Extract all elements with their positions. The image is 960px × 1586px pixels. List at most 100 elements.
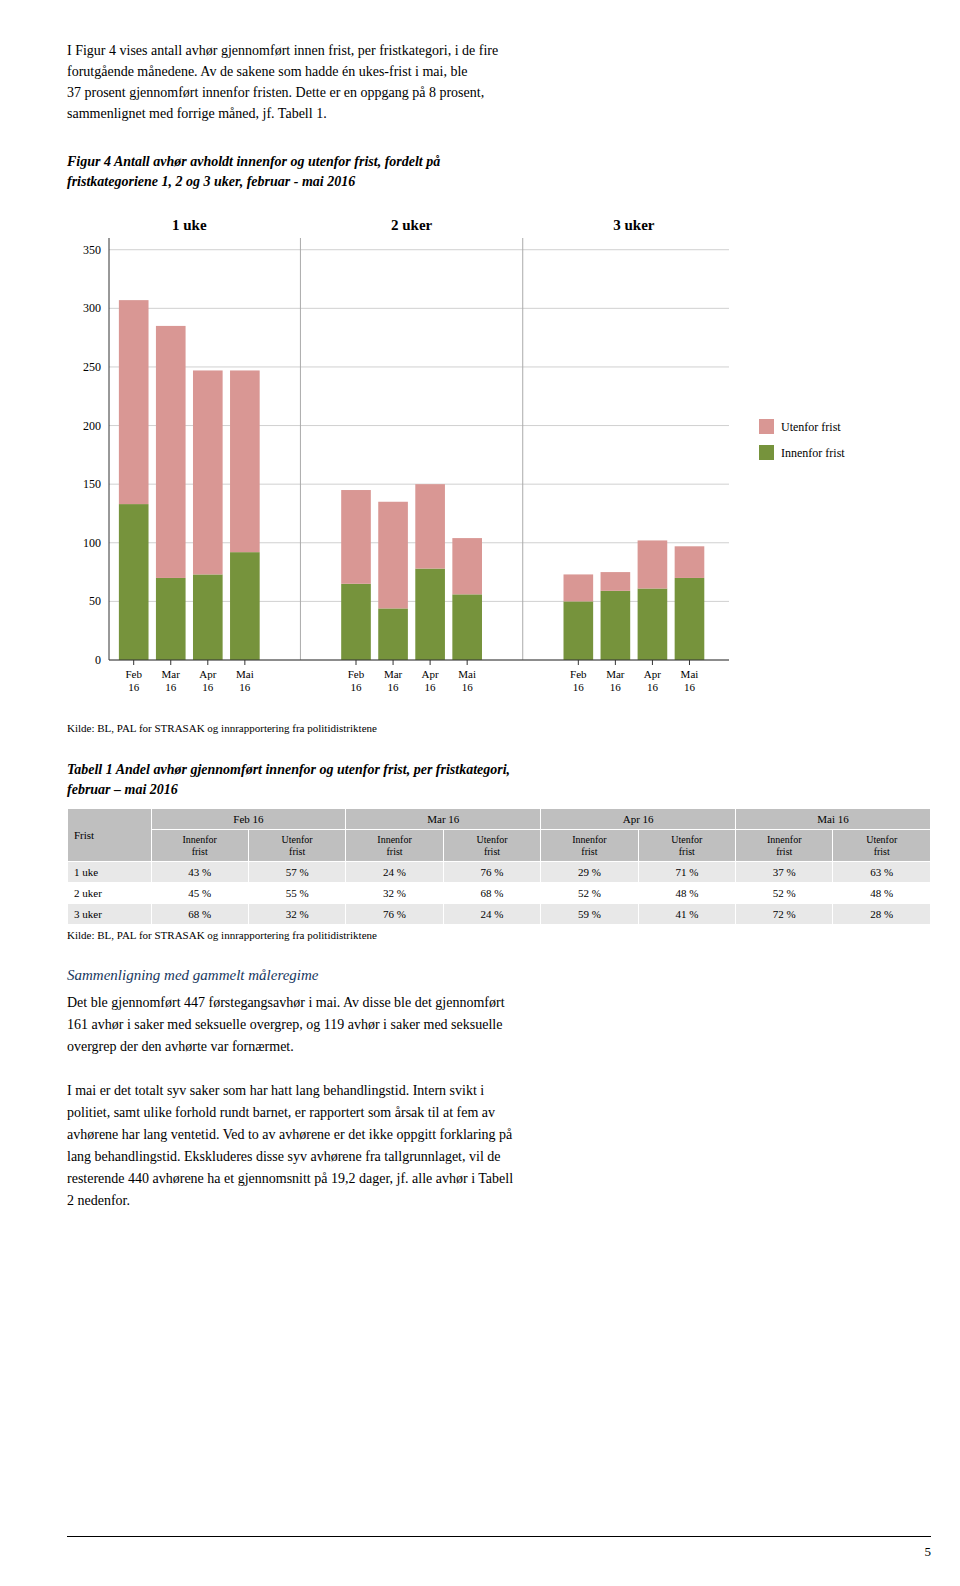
- x-tick-label-line: Mar: [384, 668, 403, 680]
- bar-segment: [193, 370, 223, 574]
- chart: 050100150200250300350Feb16Mar16Apr16Mai1…: [67, 198, 931, 718]
- bar-segment: [341, 584, 371, 660]
- y-tick-label: 250: [83, 360, 101, 374]
- intro-line: forutgående månedene. Av de sakene som h…: [67, 61, 931, 82]
- x-tick-label: Mar16: [162, 668, 181, 693]
- x-tick-label-line: Feb: [348, 668, 365, 680]
- y-grid: [109, 250, 729, 660]
- group-label: 3 uker: [613, 217, 655, 233]
- body-line: avhørene har lang ventetid. Ved to av av…: [67, 1124, 931, 1146]
- bar-segment: [601, 591, 631, 660]
- x-tick-label-line: 16: [462, 681, 474, 693]
- table-cell: 68 %: [151, 904, 248, 925]
- x-tick-label-line: 16: [610, 681, 622, 693]
- table-cell: 55 %: [248, 883, 345, 904]
- x-tick-label-line: Mar: [162, 668, 181, 680]
- x-tick-label-line: Apr: [422, 668, 439, 680]
- group-label: 1 uke: [172, 217, 207, 233]
- x-tick-label: Apr16: [422, 668, 439, 693]
- y-axis-line: [109, 238, 110, 660]
- table-cell: 57 %: [248, 862, 345, 883]
- x-tick-label: Feb16: [125, 668, 142, 693]
- body-line: I mai er det totalt syv saker som har ha…: [67, 1080, 931, 1102]
- table-body: FristFeb 16Mar 16Apr 16Mai 16Innenfor fr…: [68, 809, 931, 925]
- intro-line: I Figur 4 vises antall avhør gjennomført…: [67, 40, 931, 61]
- body-line: resterende 440 avhørene ha et gjennomsni…: [67, 1168, 931, 1190]
- table-cell: 59 %: [541, 904, 638, 925]
- bar-segment: [193, 574, 223, 660]
- x-tick-label: Mai16: [458, 668, 476, 693]
- chart-title: Figur 4 Antall avhør avholdt innenfor og…: [67, 152, 931, 192]
- section-heading: Sammenligning med gammelt måleregime: [67, 967, 931, 984]
- table-subheader-cell: Innenfor frist: [151, 830, 248, 862]
- x-tick: [393, 660, 394, 665]
- bar-segment: [415, 569, 445, 660]
- table-subheader-cell: Utenfor frist: [248, 830, 345, 862]
- table-cell: 41 %: [638, 904, 735, 925]
- body-line: 161 avhør i saker med seksuelle overgrep…: [67, 1014, 931, 1036]
- body-line: Det ble gjennomført 447 førstegangsavhør…: [67, 992, 931, 1014]
- x-tick: [615, 660, 616, 665]
- x-tick: [430, 660, 431, 665]
- x-tick-label-line: 16: [239, 681, 251, 693]
- y-tick-label: 300: [83, 301, 101, 315]
- x-tick-label: Mar16: [606, 668, 625, 693]
- group-divider: [522, 238, 523, 660]
- table-row: 2 uker45 %55 %32 %68 %52 %48 %52 %48 %: [68, 883, 931, 904]
- bar-segment: [675, 546, 705, 578]
- table-row: 3 uker68 %32 %76 %24 %59 %41 %72 %28 %: [68, 904, 931, 925]
- y-tick-label: 50: [89, 594, 101, 608]
- table-header-cell: Feb 16: [151, 809, 346, 830]
- bar-segment: [638, 588, 668, 660]
- body-line: 2 nedenfor.: [67, 1190, 931, 1212]
- x-tick-label: Apr16: [199, 668, 216, 693]
- table-header-cell: Apr 16: [541, 809, 736, 830]
- body-line: politiet, samt ulike forhold rundt barne…: [67, 1102, 931, 1124]
- x-tick: [244, 660, 245, 665]
- x-tick-label: Feb16: [348, 668, 365, 693]
- table-subheader-cell: Utenfor frist: [638, 830, 735, 862]
- bar-segment: [415, 484, 445, 568]
- x-tick-label-line: Mai: [236, 668, 254, 680]
- group-label: 2 uker: [391, 217, 433, 233]
- x-tick: [133, 660, 134, 665]
- x-tick-label-line: 16: [128, 681, 140, 693]
- table-header-cell: Frist: [68, 809, 152, 862]
- x-tick: [207, 660, 208, 665]
- bar-segment: [156, 578, 186, 660]
- table-cell: 24 %: [346, 862, 443, 883]
- bar-segment: [452, 538, 482, 594]
- x-tick-label-line: 16: [647, 681, 659, 693]
- x-tick-label-line: Mai: [458, 668, 476, 680]
- table-subheader-cell: Innenfor frist: [346, 830, 443, 862]
- table-cell: 2 uker: [68, 883, 152, 904]
- bar-segment: [119, 300, 149, 504]
- table-cell: 76 %: [346, 904, 443, 925]
- x-tick: [356, 660, 357, 665]
- body-line: lang behandlingstid. Ekskluderes disse s…: [67, 1146, 931, 1168]
- bars: [119, 300, 704, 660]
- x-tick-label: Apr16: [644, 668, 661, 693]
- table-cell: 68 %: [443, 883, 540, 904]
- x-tick-label-line: 16: [388, 681, 400, 693]
- data-table: FristFeb 16Mar 16Apr 16Mai 16Innenfor fr…: [67, 808, 931, 925]
- table-cell: 32 %: [346, 883, 443, 904]
- grid-line: [109, 366, 729, 367]
- legend-swatch: [759, 419, 774, 434]
- table-header-row: FristFeb 16Mar 16Apr 16Mai 16: [68, 809, 931, 830]
- body-text: Det ble gjennomført 447 førstegangsavhør…: [67, 992, 931, 1212]
- bar-segment: [378, 608, 408, 660]
- x-tick: [652, 660, 653, 665]
- table-cell: 32 %: [248, 904, 345, 925]
- table-cell: 48 %: [638, 883, 735, 904]
- body-paragraph: Det ble gjennomført 447 førstegangsavhør…: [67, 992, 931, 1058]
- x-tick-label-line: Feb: [125, 668, 142, 680]
- table-cell: 45 %: [151, 883, 248, 904]
- legend: Utenfor fristInnenfor frist: [759, 419, 845, 460]
- x-tick-label: Mar16: [384, 668, 403, 693]
- x-tick-label-line: Apr: [644, 668, 661, 680]
- x-tick: [467, 660, 468, 665]
- y-tick-label: 100: [83, 536, 101, 550]
- grid-line: [109, 660, 729, 661]
- chart-source: Kilde: BL, PAL for STRASAK og innrapport…: [67, 722, 931, 734]
